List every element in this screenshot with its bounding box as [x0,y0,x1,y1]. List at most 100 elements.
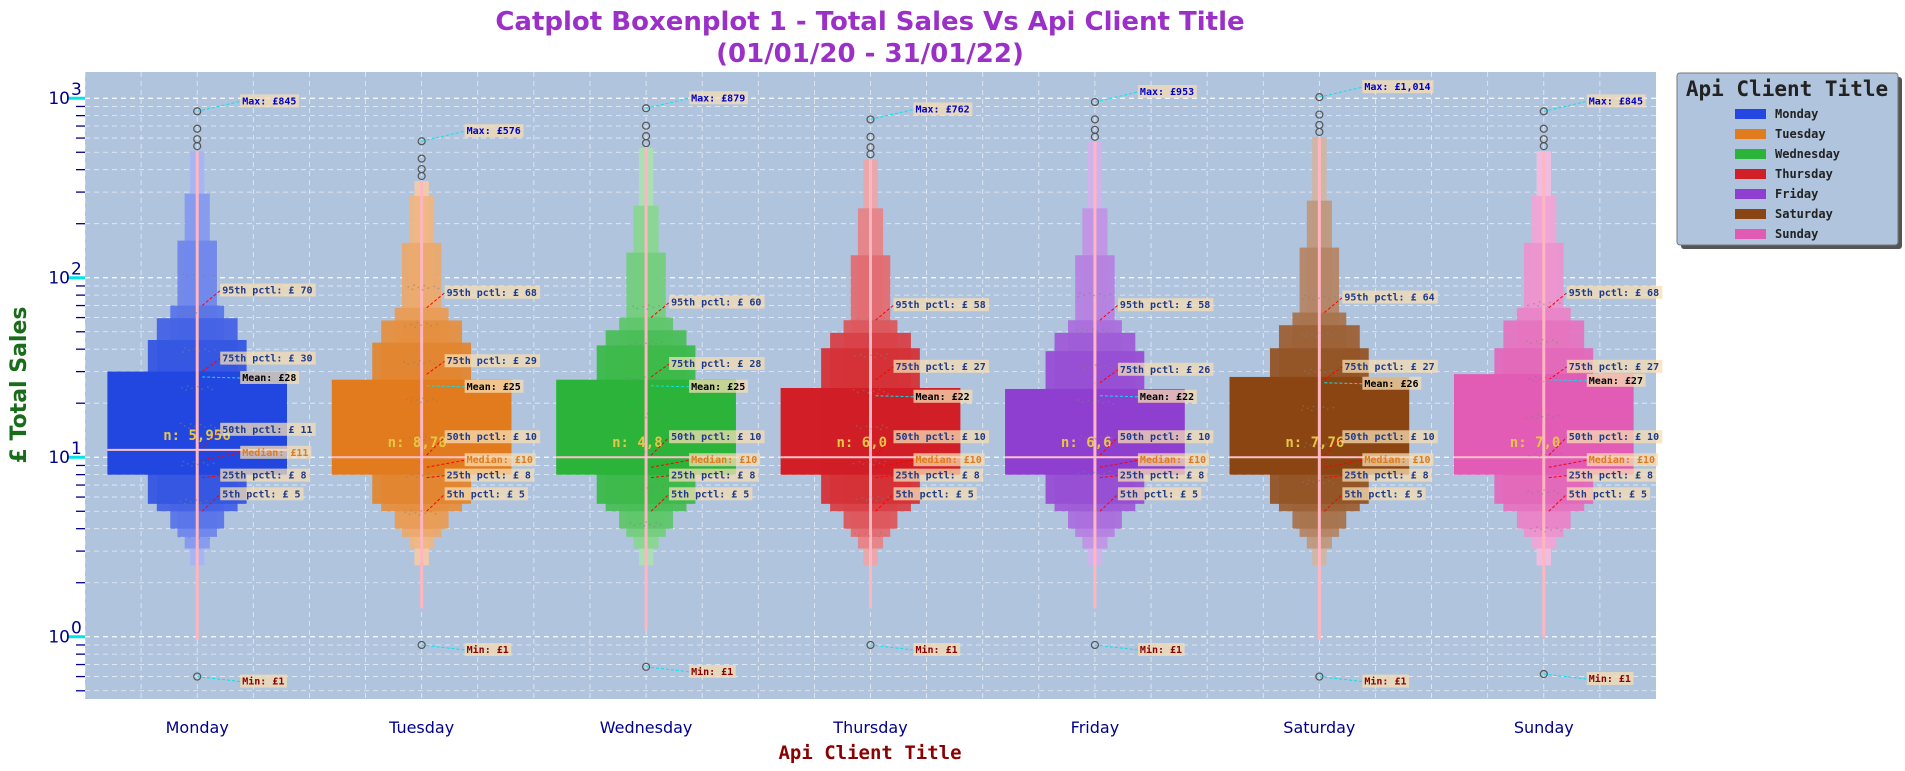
p50-bg [1342,430,1438,444]
jitter-point [1550,529,1553,531]
median-bg [240,445,312,459]
legend-swatch [1735,129,1766,139]
mean-label: Mean: £25 [691,382,745,393]
jitter-point [414,326,417,328]
jitter-point [189,313,192,316]
jitter-point [1302,480,1305,483]
jitter-point [1332,406,1335,409]
p75-label: 75th pctl: £ 27 [1344,362,1434,373]
legend-frame [1676,72,1899,246]
y-axis-label: £ Total Sales [7,307,32,464]
jitter-point [1309,444,1312,447]
mean-arrow [875,395,914,398]
jitter-point [436,323,438,325]
p75-bg [1117,362,1214,376]
min-bg [464,642,512,656]
jitter-point [1102,328,1104,331]
jitter-point [404,325,407,328]
jitter-point [662,485,665,488]
jitter-point [1101,402,1104,405]
outlier-point [193,124,202,133]
jitter-point [424,435,427,437]
p50-bg [669,430,765,444]
jitter-point [1312,299,1315,301]
jitter-point [864,355,866,358]
p50-bg [444,430,541,444]
jitter-point [655,521,658,524]
p75-label: 75th pctl: £ 30 [222,354,312,365]
jitter-point [1326,332,1329,335]
outlier-point [1090,132,1100,141]
jitter-point [430,510,433,513]
jitter-point [877,495,880,498]
max-label: Max: £845 [1589,96,1643,107]
p25-arrow [1324,475,1343,479]
jitter-point [1087,399,1090,402]
jitter-point [637,378,640,380]
jitter-point [1329,369,1332,372]
max-bg [1137,84,1197,98]
jitter-point [642,484,645,487]
p50-arrow [875,436,894,456]
jitter-point [861,320,864,322]
median-label: Median: £10 [691,454,757,466]
jitter-point [1308,479,1311,481]
jitter-point [633,450,636,452]
jitter-point [862,389,865,392]
chart-subtitle: (01/01/20 - 31/01/22) [716,39,1024,69]
jitter-point [1310,333,1313,336]
jitter-point [420,510,423,512]
p75-arrow [201,358,221,373]
jitter-point [887,393,889,395]
jitter-point [202,274,205,277]
jitter-point [879,428,882,431]
jitter-point [1319,444,1322,447]
jitter-point [1096,507,1099,510]
p95-arrow [201,290,221,306]
jitter-point [413,284,416,287]
jitter-point [884,534,887,536]
min-arrow [1094,644,1138,651]
jitter-point [1324,295,1326,298]
boxen-friday: n: 6,6 Max: £953 95th pctl: £ 58 75th pctl:… [1005,84,1214,656]
max-arrow [197,100,241,112]
p5-arrow [201,493,221,512]
jitter-point [1535,340,1538,343]
legend-label: Friday [1775,187,1818,201]
max-bg [1586,94,1646,108]
n-count-label: n: 4,8 [612,435,663,451]
jitter-point [864,532,867,535]
jitter-point [646,487,649,489]
min-label: Min: £1 [467,644,509,656]
mean-label: Mean: £22 [1140,392,1194,403]
jitter-point [1541,493,1544,495]
jitter-point [1087,473,1090,475]
jitter-point [1300,333,1303,336]
jitter-point [643,450,646,453]
jitter-point [1547,491,1550,494]
jitter-point [1311,516,1313,519]
legend-label: Sunday [1775,227,1818,241]
p5-bg [669,487,753,501]
jitter-point [1077,472,1080,475]
jitter-point [417,286,420,289]
min-bg [689,664,736,678]
y-tick-label: 10 [48,269,70,289]
legend-swatch [1735,189,1766,199]
jitter-point [1315,336,1317,338]
jitter-point [1097,473,1100,476]
jitter-point [1541,338,1544,341]
p25-label: 25th pctl: £ 8 [1569,471,1653,482]
jitter-point [1099,292,1101,295]
mean-label: Mean: £28 [242,373,296,384]
boxen-monday: n: 5,956 Max: £845 95th pctl: £ 70 75th pct… [107,94,316,688]
jitter-point [871,320,874,323]
jitter-point [645,521,648,523]
y-tick-exponent: 0 [71,619,82,639]
jitter-point [410,509,413,512]
jitter-point [214,348,216,351]
jitter-point [1542,380,1545,383]
jitter-point [1540,451,1543,454]
x-axis: Monday Tuesday Wednesday Thursday Friday Satu… [166,718,1574,737]
jitter-point [856,391,859,394]
